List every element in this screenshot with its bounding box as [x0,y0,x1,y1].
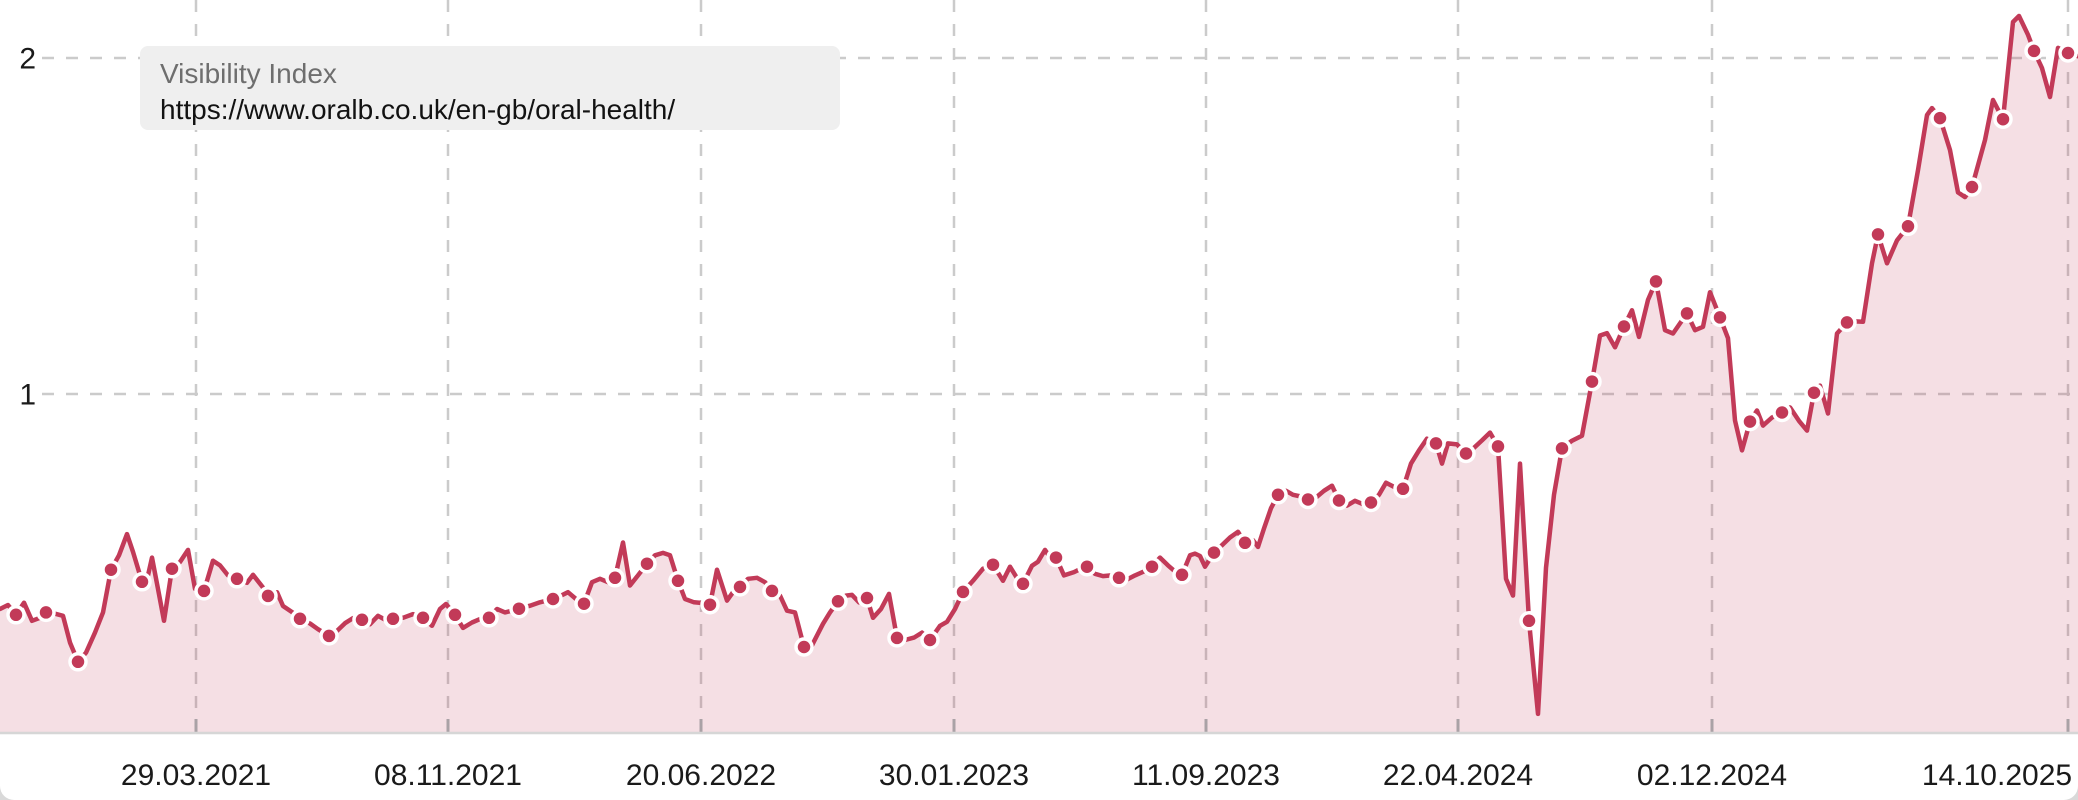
data-point-marker[interactable] [413,608,433,628]
x-axis-label: 20.06.2022 [626,759,776,792]
data-point-marker[interactable] [1013,574,1033,594]
data-point-marker[interactable] [828,591,848,612]
data-point-marker[interactable] [290,609,310,629]
data-point-marker[interactable] [730,577,750,597]
data-point-marker[interactable] [6,605,26,625]
data-point-marker[interactable] [762,581,782,601]
data-point-marker[interactable] [2024,41,2044,61]
data-point-marker[interactable] [1710,307,1730,328]
data-point-marker[interactable] [605,568,625,588]
data-point-marker[interactable] [1298,489,1318,510]
data-point-marker[interactable] [1582,371,1602,392]
data-point-marker[interactable] [1552,438,1572,459]
y-axis-labels: 12 [19,43,36,412]
data-point-marker[interactable] [1930,108,1950,128]
data-point-marker[interactable] [319,626,339,646]
legend-title: Visibility Index [160,58,337,89]
data-point-marker[interactable] [1614,316,1634,337]
data-point-marker[interactable] [162,558,182,579]
data-point-marker[interactable] [1488,436,1508,457]
data-point-marker[interactable] [194,581,214,601]
data-point-marker[interactable] [920,630,940,650]
data-point-marker[interactable] [983,554,1003,575]
data-point-marker[interactable] [1268,485,1288,505]
data-point-marker[interactable] [1204,542,1224,563]
legend-series-url: https://www.oralb.co.uk/en-gb/oral-healt… [160,94,676,125]
data-point-marker[interactable] [1646,271,1666,292]
data-point-marker[interactable] [101,559,121,580]
data-point-marker[interactable] [1329,490,1349,511]
x-axis-label: 08.11.2021 [374,759,522,792]
y-axis-label: 1 [19,379,36,412]
data-point-marker[interactable] [509,598,529,619]
x-axis-label: 30.01.2023 [879,759,1029,792]
data-point-marker[interactable] [352,610,372,630]
x-axis-label: 14.10.2025 [1922,759,2072,792]
x-axis-label: 29.03.2021 [121,759,271,792]
data-point-marker[interactable] [953,582,973,602]
data-point-marker[interactable] [1898,216,1918,237]
data-point-marker[interactable] [1109,568,1129,588]
data-point-marker[interactable] [700,594,720,615]
data-point-marker[interactable] [36,602,56,623]
data-point-marker[interactable] [637,553,657,574]
data-point-marker[interactable] [1077,556,1097,577]
data-point-marker[interactable] [1868,224,1888,245]
data-point-marker[interactable] [794,637,814,657]
x-axis-label: 02.12.2024 [1637,759,1787,792]
data-point-marker[interactable] [1993,109,2013,129]
data-point-marker[interactable] [1677,303,1697,324]
x-axis-tick-marks [194,719,2070,732]
data-point-marker[interactable] [1046,547,1066,568]
data-point-markers[interactable] [6,41,2078,672]
data-point-marker[interactable] [445,605,465,625]
x-axis-labels: 29.03.2021 08.11.2021 20.06.2022 30.01.2023… [121,759,2072,792]
data-point-marker[interactable] [1962,177,1982,197]
data-point-marker[interactable] [1837,312,1857,333]
data-point-marker[interactable] [1361,492,1381,513]
data-point-marker[interactable] [1235,533,1255,553]
series-area-fill [0,16,2078,733]
data-point-marker[interactable] [887,628,907,648]
data-point-marker[interactable] [383,609,403,629]
data-point-marker[interactable] [1172,565,1192,585]
legend-box: Visibility Index https://www.oralb.co.uk… [140,46,840,130]
data-point-marker[interactable] [258,586,278,606]
data-point-marker[interactable] [227,569,247,589]
y-axis-label: 2 [19,43,36,76]
x-axis-label: 22.04.2024 [1383,759,1533,792]
data-point-marker[interactable] [668,571,688,591]
data-point-marker[interactable] [1142,556,1162,577]
x-axis-label: 11.09.2023 [1132,759,1280,792]
data-point-marker[interactable] [543,589,563,609]
data-point-marker[interactable] [857,588,877,608]
data-point-marker[interactable] [1740,411,1760,432]
data-point-marker[interactable] [1456,443,1476,464]
data-point-marker[interactable] [2058,43,2078,63]
area-fill [0,16,2078,733]
data-point-marker[interactable] [479,608,499,628]
data-point-marker[interactable] [1804,382,1824,403]
data-point-marker[interactable] [68,652,88,672]
data-point-marker[interactable] [1519,611,1539,631]
data-point-marker[interactable] [1426,433,1446,454]
data-point-marker[interactable] [132,572,152,592]
data-point-marker[interactable] [574,593,594,614]
data-point-marker[interactable] [1393,479,1413,499]
data-point-marker[interactable] [1772,402,1792,423]
